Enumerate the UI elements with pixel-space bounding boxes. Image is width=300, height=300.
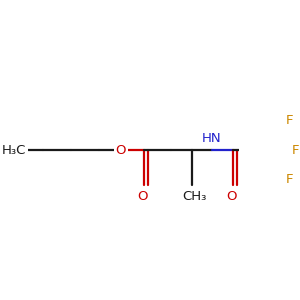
Text: F: F (286, 114, 293, 127)
Text: O: O (116, 143, 126, 157)
Text: F: F (291, 143, 299, 157)
Text: O: O (137, 190, 148, 203)
Text: H₃C: H₃C (2, 143, 26, 157)
Text: HN: HN (202, 132, 222, 145)
Text: CH₃: CH₃ (182, 190, 206, 203)
Text: F: F (286, 173, 293, 186)
Text: O: O (226, 190, 236, 203)
